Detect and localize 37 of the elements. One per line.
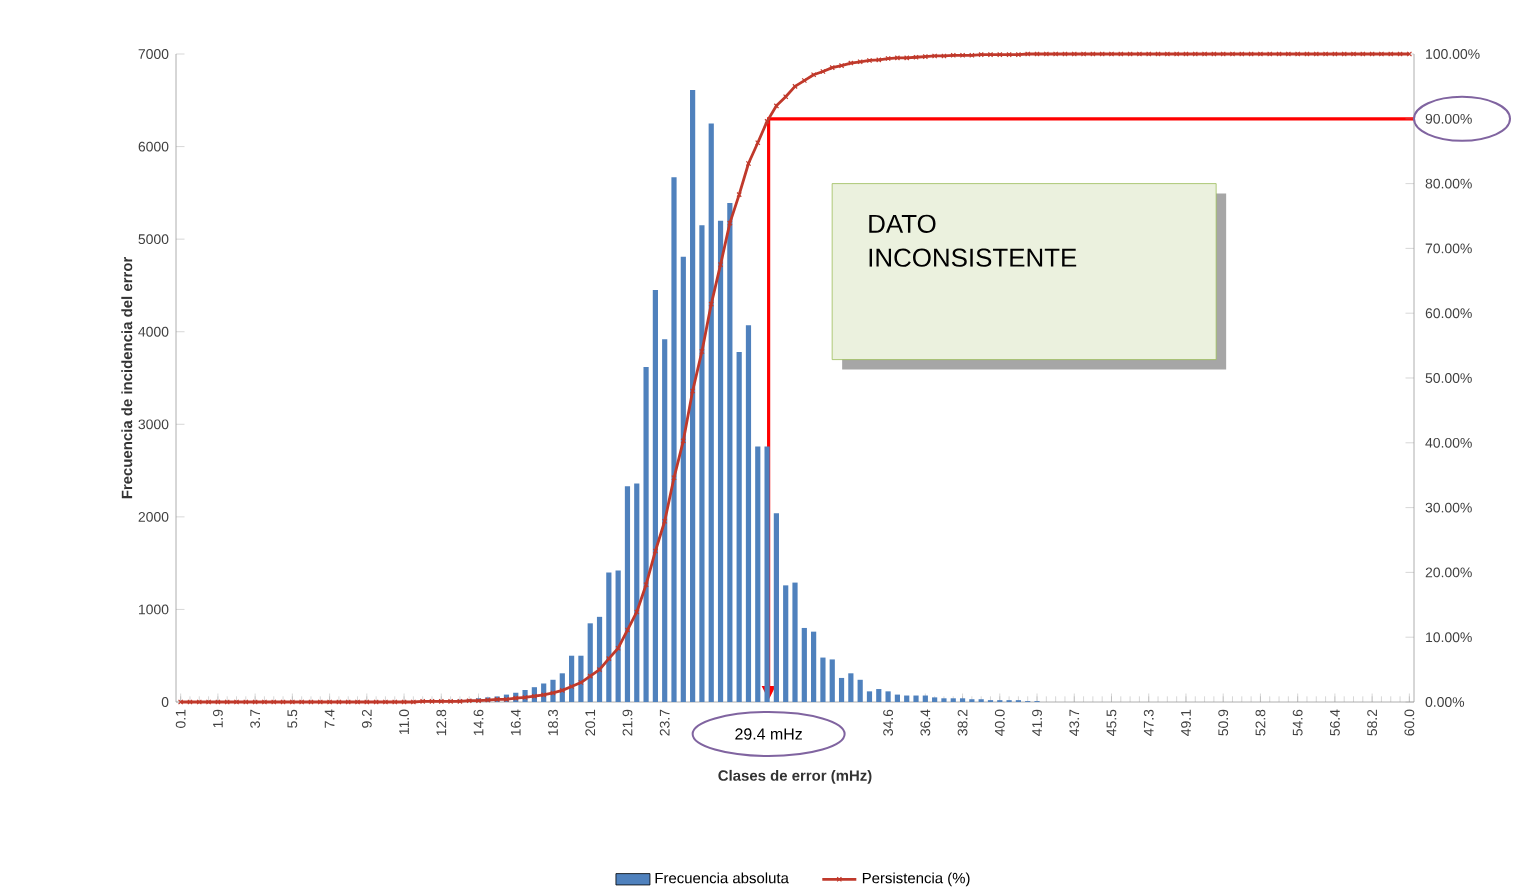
bar xyxy=(773,513,779,702)
bar xyxy=(811,631,817,702)
bar xyxy=(652,290,658,702)
bar xyxy=(708,123,714,702)
bar xyxy=(736,352,742,702)
bar xyxy=(829,659,835,702)
bar xyxy=(838,677,845,702)
bar xyxy=(634,483,640,702)
bar xyxy=(606,572,612,702)
bar xyxy=(792,582,798,702)
bar xyxy=(717,220,724,702)
bar xyxy=(876,688,882,702)
bar xyxy=(783,585,789,702)
bar xyxy=(699,225,705,702)
bar xyxy=(866,691,873,702)
bar xyxy=(578,655,584,702)
bar xyxy=(848,673,854,702)
bar xyxy=(615,570,621,702)
bar xyxy=(643,366,649,702)
bar xyxy=(913,695,919,702)
bar xyxy=(894,694,900,702)
bar xyxy=(857,679,863,702)
bar xyxy=(671,177,677,702)
bar xyxy=(690,90,696,702)
bar xyxy=(624,486,631,702)
bar xyxy=(801,627,807,702)
bar xyxy=(596,616,603,702)
bar xyxy=(727,202,733,702)
bar xyxy=(820,657,826,702)
bar xyxy=(587,623,593,702)
annotation: DATO INCONSISTENTE xyxy=(869,214,1077,267)
bar xyxy=(755,446,761,702)
bar xyxy=(745,325,752,702)
bar xyxy=(680,256,686,702)
bar xyxy=(764,446,770,702)
bar xyxy=(885,691,891,702)
bar xyxy=(662,339,668,702)
